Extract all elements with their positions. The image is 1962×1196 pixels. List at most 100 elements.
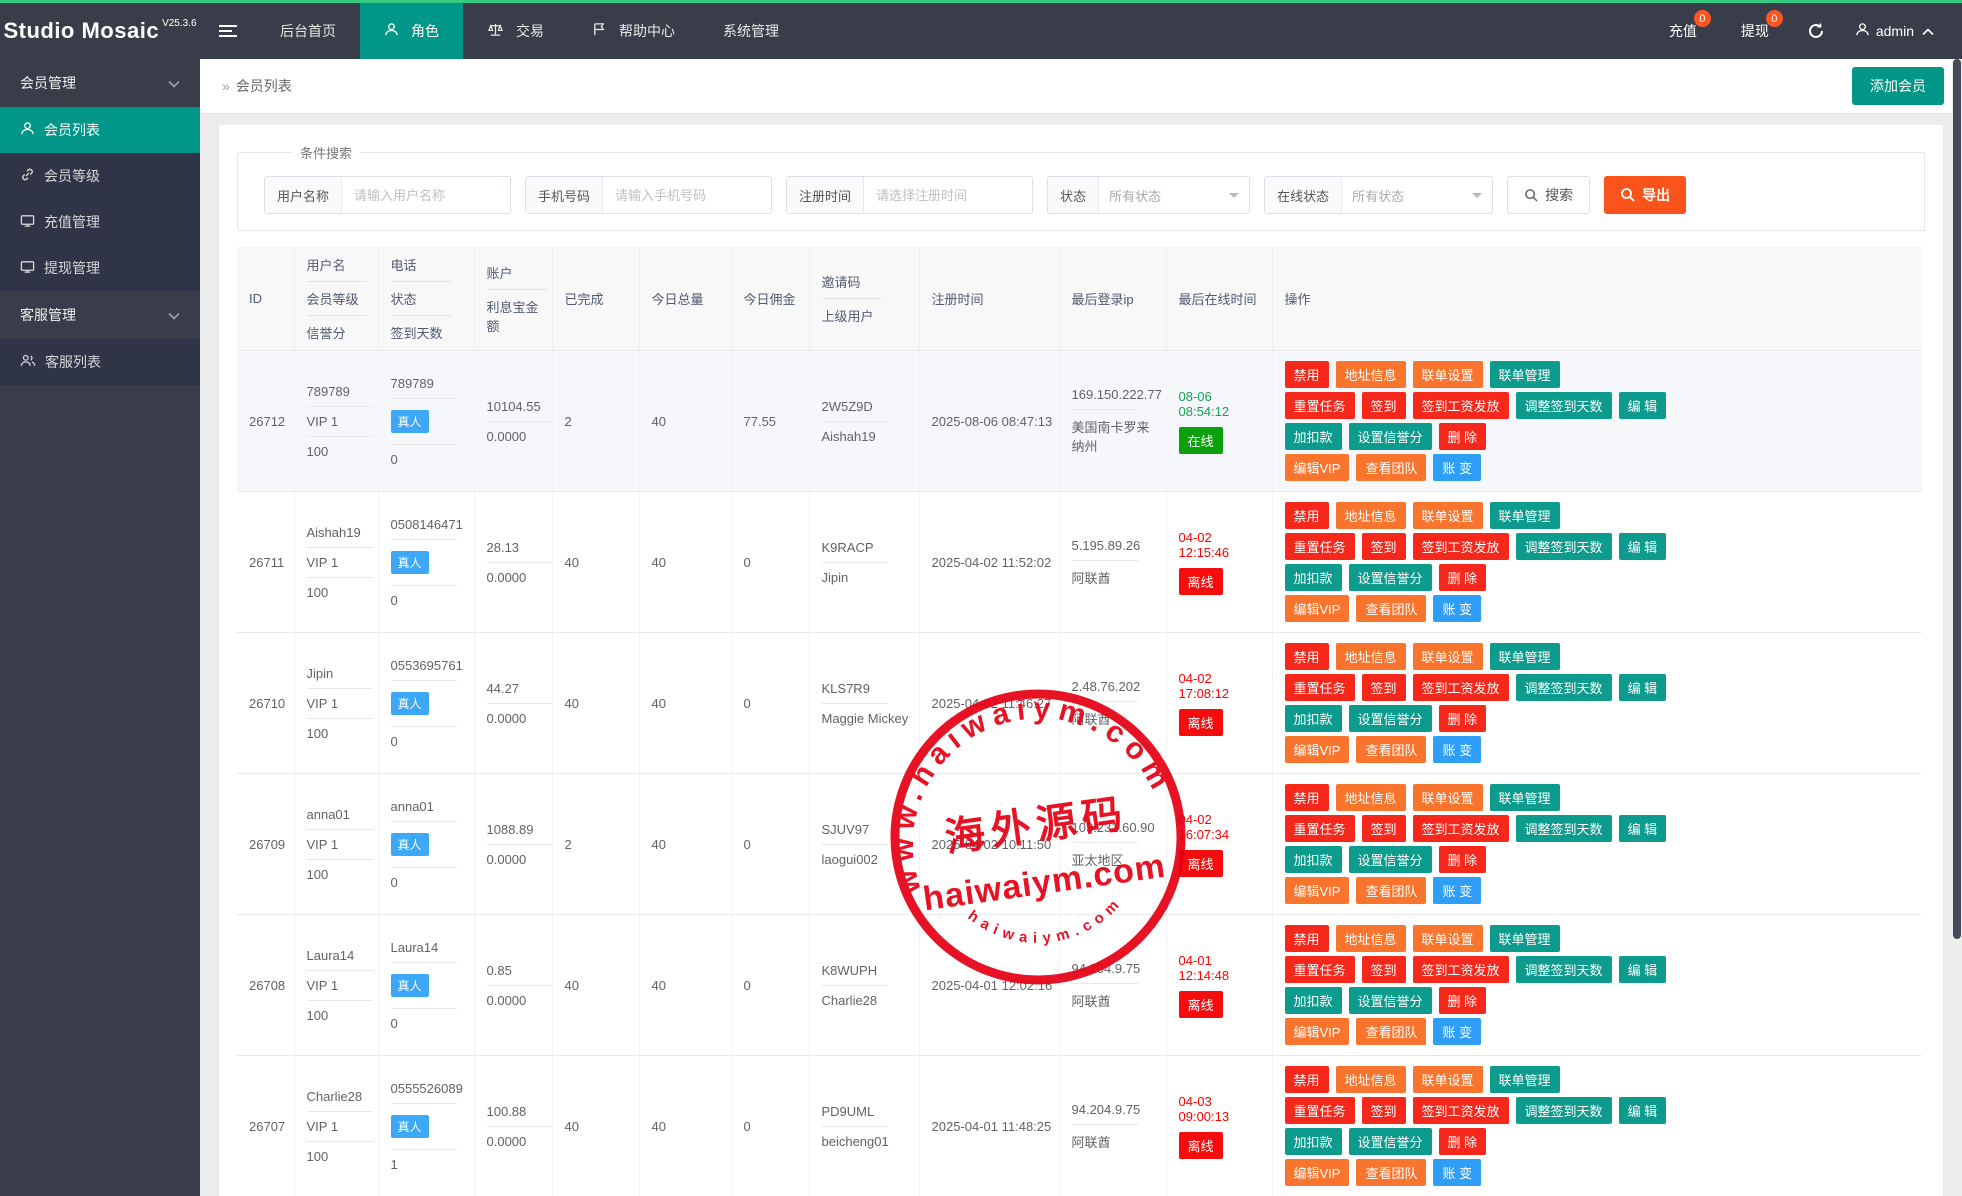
action-button[interactable]: 编 辑 [1618, 815, 1667, 842]
action-button[interactable]: 账 变 [1433, 1159, 1482, 1186]
withdraw-notify[interactable]: 提现 0 [1719, 3, 1791, 59]
action-button[interactable]: 设置信誉分 [1348, 1128, 1432, 1155]
sidebar-group-service-mgmt[interactable]: 客服管理 [0, 291, 200, 339]
action-button[interactable]: 签到工资发放 [1412, 956, 1509, 983]
action-button[interactable]: 设置信誉分 [1348, 423, 1432, 450]
action-button[interactable]: 设置信誉分 [1348, 705, 1432, 732]
action-button[interactable]: 加扣款 [1284, 987, 1342, 1014]
action-button[interactable]: 账 变 [1433, 595, 1482, 622]
action-button[interactable]: 联单设置 [1412, 784, 1483, 811]
sidebar-item-recharge-mgmt[interactable]: 充值管理 [0, 199, 200, 245]
username-input[interactable] [342, 177, 511, 213]
action-button[interactable]: 联单管理 [1489, 925, 1560, 952]
sidebar-item-service-list[interactable]: 客服列表 [0, 339, 200, 385]
action-button[interactable]: 禁用 [1284, 502, 1329, 529]
phone-input[interactable] [603, 177, 772, 213]
action-button[interactable]: 加扣款 [1284, 705, 1342, 732]
refresh-icon[interactable] [1791, 3, 1841, 59]
status-select[interactable]: 所有状态 [1099, 177, 1249, 213]
action-button[interactable]: 删 除 [1438, 705, 1487, 732]
sidebar-group-member-mgmt[interactable]: 会员管理 [0, 59, 200, 107]
action-button[interactable]: 编辑VIP [1284, 595, 1350, 622]
admin-menu[interactable]: admin [1841, 3, 1962, 59]
action-button[interactable]: 重置任务 [1284, 392, 1355, 419]
action-button[interactable]: 删 除 [1438, 423, 1487, 450]
action-button[interactable]: 设置信誉分 [1348, 987, 1432, 1014]
action-button[interactable]: 联单设置 [1412, 643, 1483, 670]
action-button[interactable]: 调整签到天数 [1515, 674, 1612, 701]
action-button[interactable]: 设置信誉分 [1348, 564, 1432, 591]
action-button[interactable]: 重置任务 [1284, 956, 1355, 983]
nav-item-home[interactable]: 后台首页 [280, 23, 336, 39]
action-button[interactable]: 重置任务 [1284, 533, 1355, 560]
action-button[interactable]: 联单设置 [1412, 361, 1483, 388]
action-button[interactable]: 禁用 [1284, 643, 1329, 670]
sidebar-item-withdraw-mgmt[interactable]: 提现管理 [0, 245, 200, 291]
action-button[interactable]: 禁用 [1284, 925, 1329, 952]
action-button[interactable]: 编辑VIP [1284, 1018, 1350, 1045]
action-button[interactable]: 调整签到天数 [1515, 1097, 1612, 1124]
action-button[interactable]: 调整签到天数 [1515, 533, 1612, 560]
sidebar-item-member-list[interactable]: 会员列表 [0, 107, 200, 153]
action-button[interactable]: 签到 [1361, 956, 1406, 983]
action-button[interactable]: 删 除 [1438, 564, 1487, 591]
action-button[interactable]: 签到 [1361, 392, 1406, 419]
action-button[interactable]: 编 辑 [1618, 1097, 1667, 1124]
action-button[interactable]: 签到工资发放 [1412, 533, 1509, 560]
nav-item-role[interactable]: 角色 [360, 3, 463, 59]
action-button[interactable]: 编 辑 [1618, 533, 1667, 560]
action-button[interactable]: 联单设置 [1412, 502, 1483, 529]
action-button[interactable]: 加扣款 [1284, 1128, 1342, 1155]
action-button[interactable]: 签到工资发放 [1412, 392, 1509, 419]
export-button[interactable]: 导出 [1604, 176, 1687, 214]
action-button[interactable]: 联单管理 [1489, 784, 1560, 811]
action-button[interactable]: 查看团队 [1356, 454, 1427, 481]
action-button[interactable]: 联单管理 [1489, 1066, 1560, 1093]
action-button[interactable]: 账 变 [1433, 1018, 1482, 1045]
action-button[interactable]: 联单管理 [1489, 643, 1560, 670]
action-button[interactable]: 禁用 [1284, 1066, 1329, 1093]
add-member-button[interactable]: 添加会员 [1852, 67, 1944, 105]
nav-item-system[interactable]: 系统管理 [723, 23, 779, 39]
action-button[interactable]: 联单管理 [1489, 502, 1560, 529]
action-button[interactable]: 签到工资发放 [1412, 815, 1509, 842]
action-button[interactable]: 设置信誉分 [1348, 846, 1432, 873]
action-button[interactable]: 查看团队 [1356, 1018, 1427, 1045]
action-button[interactable]: 加扣款 [1284, 564, 1342, 591]
action-button[interactable]: 删 除 [1438, 846, 1487, 873]
action-button[interactable]: 地址信息 [1335, 1066, 1406, 1093]
action-button[interactable]: 签到 [1361, 533, 1406, 560]
action-button[interactable]: 调整签到天数 [1515, 815, 1612, 842]
action-button[interactable]: 禁用 [1284, 361, 1329, 388]
action-button[interactable]: 编辑VIP [1284, 736, 1350, 763]
action-button[interactable]: 账 变 [1433, 454, 1482, 481]
action-button[interactable]: 签到工资发放 [1412, 1097, 1509, 1124]
regtime-input[interactable] [864, 177, 1033, 213]
action-button[interactable]: 地址信息 [1335, 361, 1406, 388]
action-button[interactable]: 调整签到天数 [1515, 392, 1612, 419]
action-button[interactable]: 重置任务 [1284, 1097, 1355, 1124]
action-button[interactable]: 联单设置 [1412, 925, 1483, 952]
action-button[interactable]: 加扣款 [1284, 846, 1342, 873]
action-button[interactable]: 重置任务 [1284, 674, 1355, 701]
action-button[interactable]: 查看团队 [1356, 877, 1427, 904]
action-button[interactable]: 签到 [1361, 1097, 1406, 1124]
action-button[interactable]: 编辑VIP [1284, 877, 1350, 904]
action-button[interactable]: 编辑VIP [1284, 1159, 1350, 1186]
action-button[interactable]: 调整签到天数 [1515, 956, 1612, 983]
nav-item-trade[interactable]: 交易 [463, 3, 568, 59]
online-status-select[interactable]: 所有状态 [1342, 177, 1492, 213]
action-button[interactable]: 编辑VIP [1284, 454, 1350, 481]
action-button[interactable]: 地址信息 [1335, 925, 1406, 952]
action-button[interactable]: 编 辑 [1618, 956, 1667, 983]
action-button[interactable]: 查看团队 [1356, 1159, 1427, 1186]
action-button[interactable]: 签到工资发放 [1412, 674, 1509, 701]
action-button[interactable]: 账 变 [1433, 877, 1482, 904]
action-button[interactable]: 删 除 [1438, 1128, 1487, 1155]
sidebar-item-member-level[interactable]: 会员等级 [0, 153, 200, 199]
nav-item-help[interactable]: 帮助中心 [568, 3, 699, 59]
action-button[interactable]: 签到 [1361, 815, 1406, 842]
action-button[interactable]: 查看团队 [1356, 595, 1427, 622]
recharge-notify[interactable]: 充值 0 [1647, 3, 1719, 59]
action-button[interactable]: 地址信息 [1335, 502, 1406, 529]
